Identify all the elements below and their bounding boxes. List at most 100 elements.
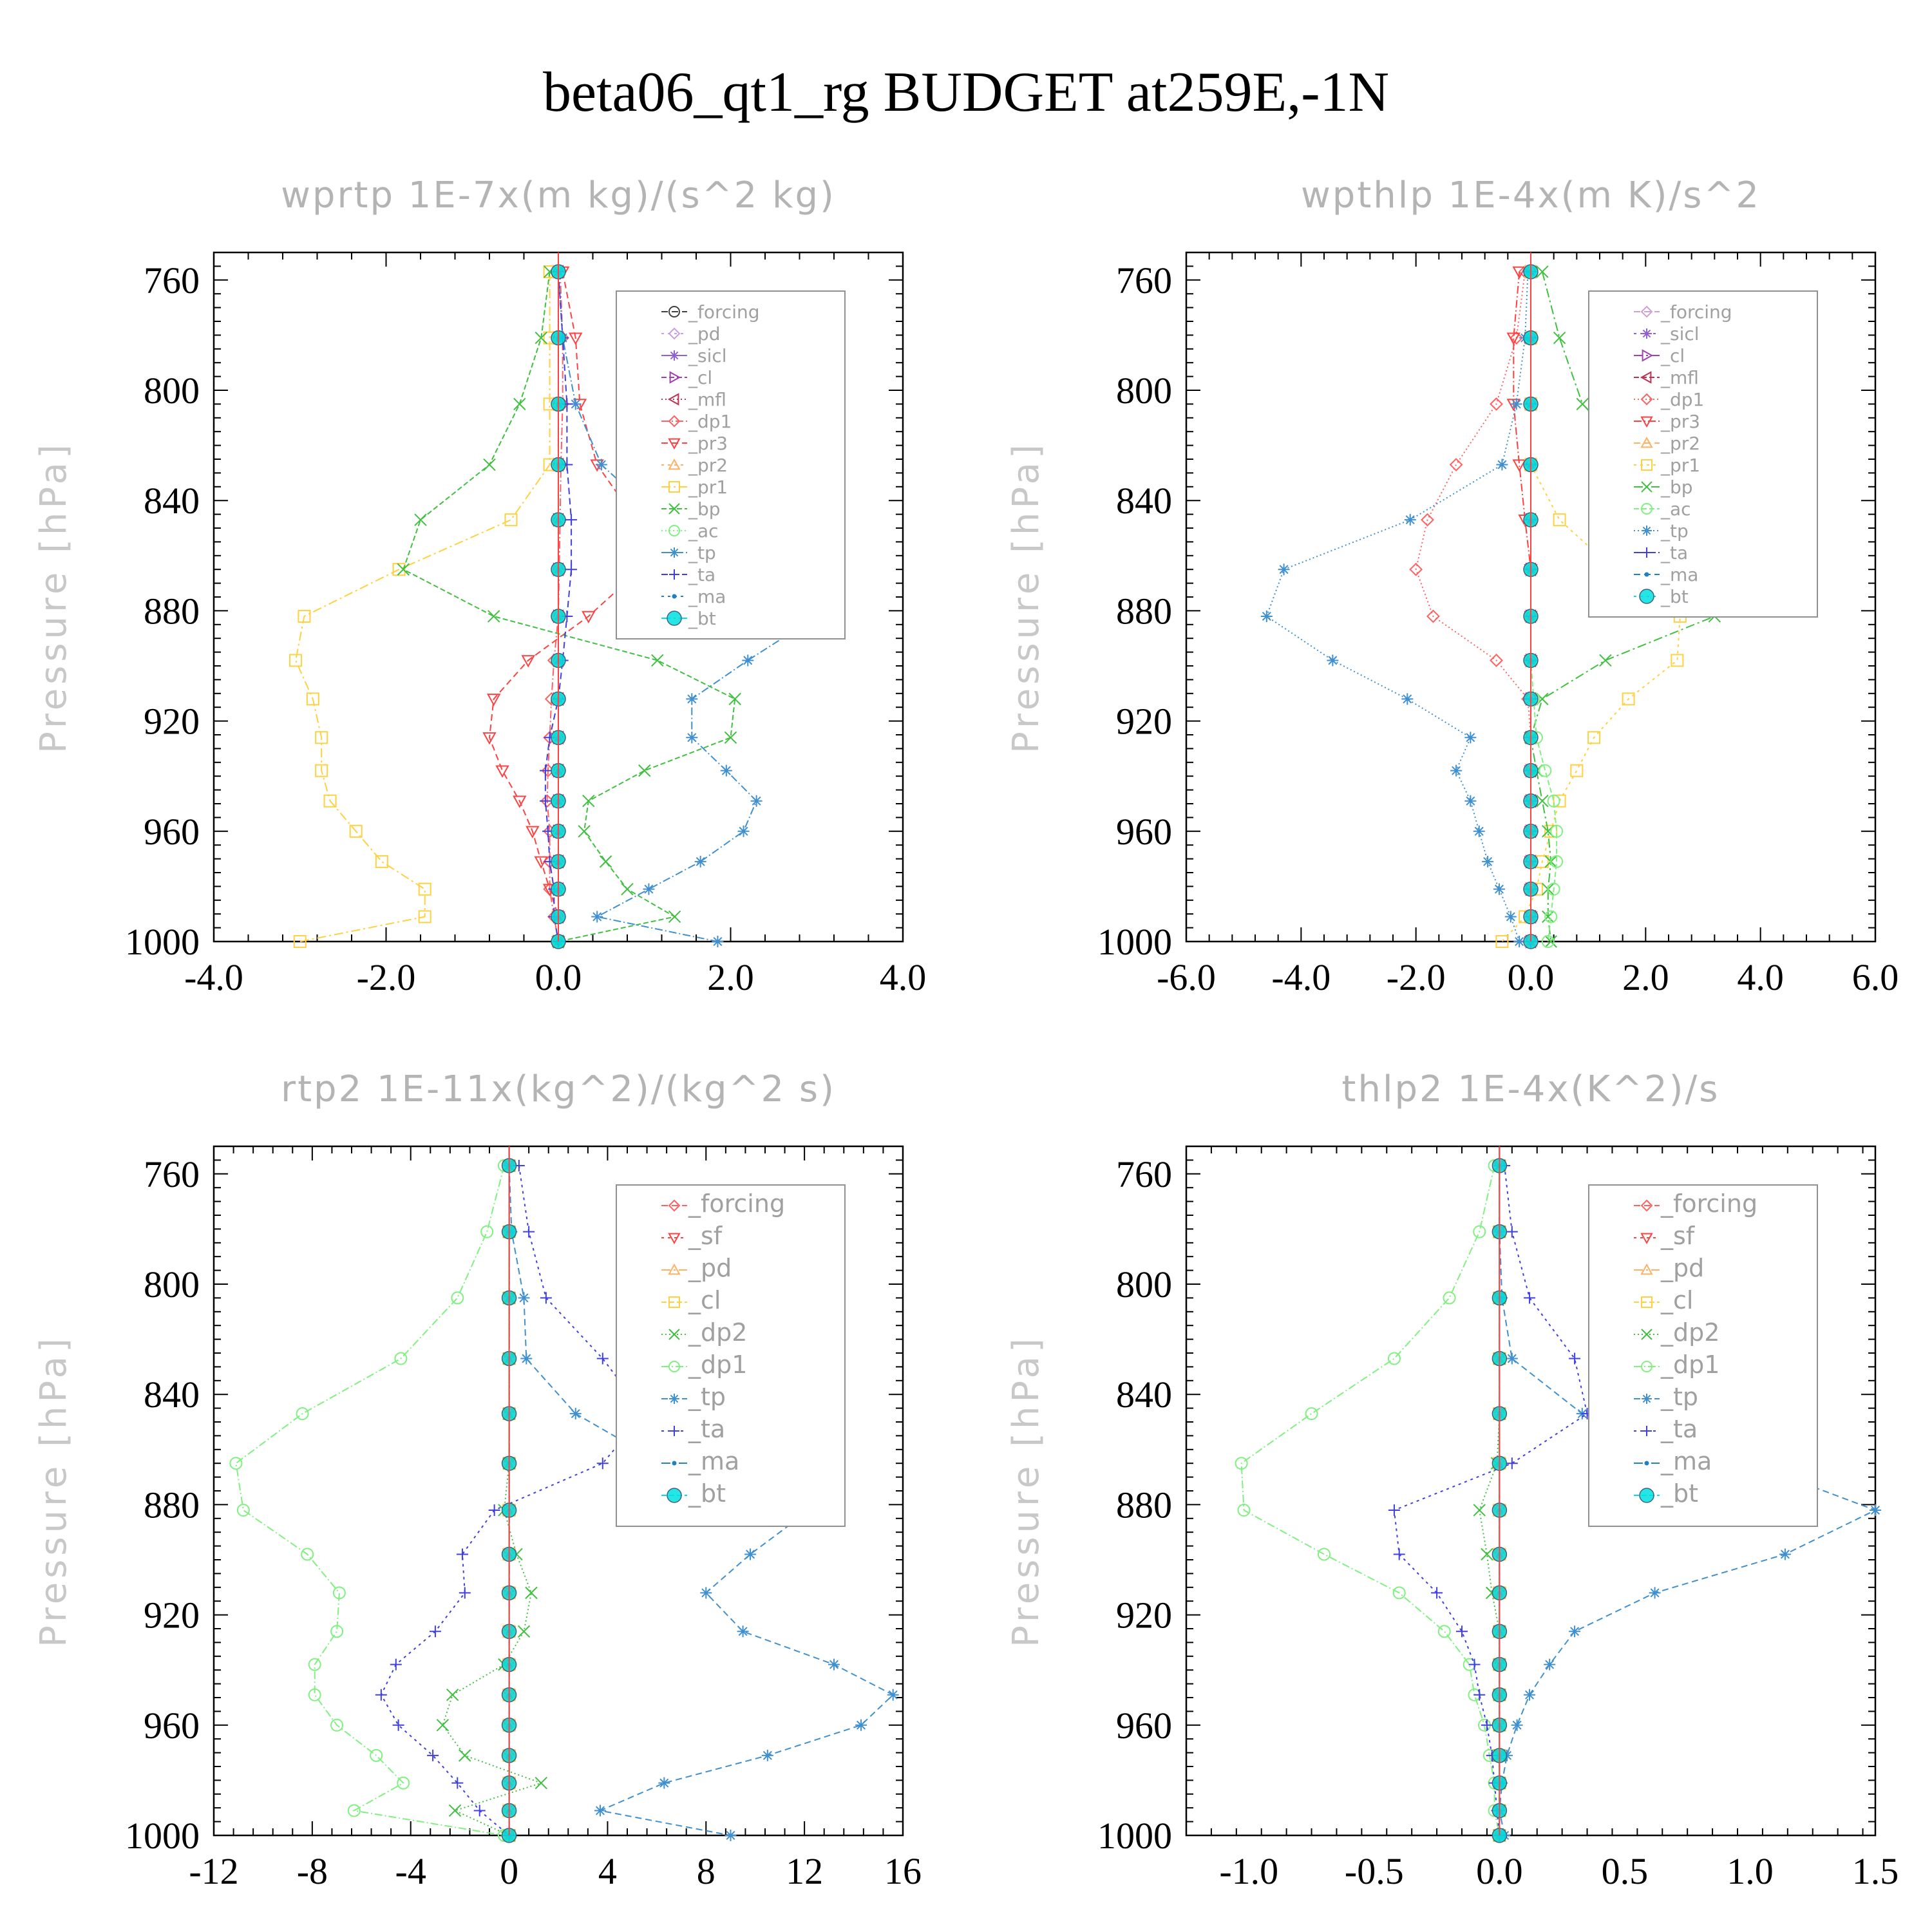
data-point [1536,265,1549,278]
data-point [482,732,497,745]
data-point [1401,693,1414,705]
y-tick-label: 920 [1116,701,1172,743]
data-point [1392,1586,1406,1600]
data-point [720,764,732,777]
data-point [1481,1548,1493,1561]
legend-item: _pr1 [661,477,728,498]
legend-item: _dp2 [661,1318,747,1347]
legend-marker [667,1488,682,1503]
legend-item: _cl [661,1286,721,1314]
data-point [1587,731,1601,744]
legend-label: _dp1 [688,411,732,432]
data-point [436,1719,450,1732]
legend-marker [1640,416,1653,428]
legend-marker [1640,393,1653,406]
series_pr3 [1506,266,1538,949]
legend: _forcing_sicl_cl_mfl_dp1_pr3_pr2_pr1_bp_… [1588,290,1818,618]
x-tick-label: -12 [189,1850,238,1892]
data-point [643,883,655,895]
legend-label: _pr3 [688,433,728,454]
data-point [451,1777,464,1789]
data-point [1544,910,1558,923]
legend-item: _bt [1634,586,1689,607]
data-point [750,795,762,807]
legend-item: _dp1 [1634,1350,1719,1379]
data-point [301,1548,314,1561]
legend-label: _dp2 [1660,1318,1719,1347]
data-point [621,882,634,896]
data-point [308,1688,321,1701]
data-point [651,654,664,667]
y-tick-label: 840 [144,1374,200,1416]
legend-marker [1642,328,1652,339]
y-tick-label: 1000 [125,1815,200,1857]
legend-marker [1640,371,1652,384]
data-point [1237,1503,1251,1517]
x-tick-label: -4.0 [1271,956,1331,998]
legend-marker [1641,503,1653,515]
data-point [488,1504,500,1516]
data-point [1449,458,1463,471]
data-point [448,1804,462,1817]
y-tick-label: 800 [1116,370,1172,412]
chart-panel-4: thlp2 1E-4x(K^2)/s Pressure [hPa] 760 800 84… [1005,1068,1899,1892]
series-line [442,1166,544,1836]
series-line [1393,1165,1588,1836]
data-point [1327,654,1339,667]
data-point [540,794,554,808]
data-point [1550,855,1564,868]
legend-marker [672,1461,677,1466]
data-point [392,1719,404,1731]
data-point [1473,1689,1486,1701]
data-point [594,1804,606,1817]
legend: _forcing_pd_sicl_cl_mfl_dp1_pr3_pr2_pr1_… [616,290,846,639]
data-point [1260,610,1273,622]
legend-marker [669,1394,679,1404]
legend-item: _pd [1634,1254,1704,1282]
x-tick-label: -4 [395,1850,426,1892]
series-line [1513,271,1531,942]
data-point [1569,1352,1581,1365]
legend-item: _ta [661,564,715,585]
legend-label: _pr1 [688,477,728,498]
panel-title: wprtp 1E-7x(m kg)/(s^2 kg) [281,175,836,216]
y-tick-label: 840 [1116,1374,1172,1416]
legend-label: _sf [688,1222,723,1250]
data-point [737,1625,749,1638]
legend-marker [1642,1394,1652,1404]
data-point [1544,1658,1556,1671]
legend-item: _tp [661,542,716,564]
panel-title: rtp2 1E-11x(kg^2)/(kg^2 s) [281,1068,836,1110]
data-point [724,731,737,744]
legend-marker [669,569,679,580]
legend-marker [669,547,679,558]
data-point [686,693,698,705]
x-tick-label: 0.0 [1476,1850,1523,1892]
legend-marker [669,1426,679,1436]
legend-box [616,290,846,639]
legend-item: _dp2 [1634,1318,1719,1347]
data-point [349,824,363,838]
data-point [370,1748,383,1762]
legend-label: _pr1 [1660,455,1700,476]
data-point [456,1548,468,1560]
legend-item: _bt [1634,1479,1698,1508]
data-point [1450,764,1463,777]
data-point [418,882,431,896]
legend-marker [1641,1361,1653,1372]
data-point [1426,609,1440,623]
data-point [1506,1457,1518,1470]
data-point [1464,732,1477,744]
legend-item: _pr3 [1634,411,1700,432]
legend-label: _forcing [688,301,760,323]
data-point [525,1586,538,1600]
x-tick-label: 1.0 [1727,1850,1774,1892]
data-point [1599,654,1612,667]
data-point [540,1292,552,1304]
legend-item: _pr2 [661,455,728,476]
data-point [397,1776,410,1790]
legend-item: _ta [1634,1415,1698,1443]
x-tick-label: 0 [500,1850,518,1892]
legend-item: _bp [1634,477,1693,498]
